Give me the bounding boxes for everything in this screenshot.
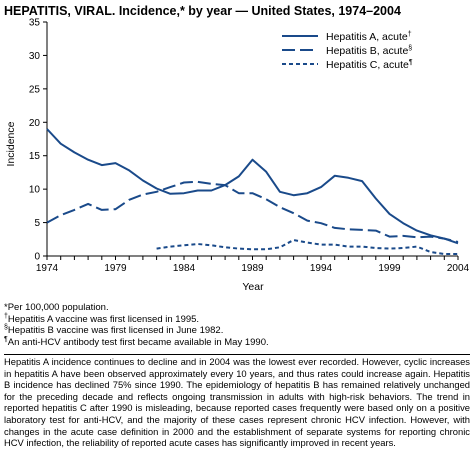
footnote-4: ¶An anti-HCV antibody test first became … [4, 335, 269, 349]
footnote-mark: § [4, 323, 8, 331]
y-tick-label: 25 [29, 84, 41, 95]
y-tick-label: 35 [29, 18, 41, 29]
x-tick-label: 1999 [378, 263, 401, 274]
series-line-1 [46, 128, 459, 245]
legend-mark-2: § [408, 45, 412, 52]
footnote-3: §Hepatitis B vaccine was first licensed … [4, 323, 269, 337]
legend-label-2: Hepatitis B, acute§ [326, 45, 412, 57]
y-tick-label: 15 [29, 151, 41, 162]
y-tick-label: 0 [34, 252, 40, 263]
x-tick-label: 2004 [447, 263, 470, 274]
footnotes: *Per 100,000 population. †Hepatitis A vac… [4, 302, 269, 348]
x-axis-ticks: 1974 1979 1984 1989 1994 1999 2004 [36, 256, 470, 274]
series-lines [46, 128, 459, 255]
x-tick-label: 1994 [310, 263, 333, 274]
footnote-text: Hepatitis B vaccine was first licensed i… [7, 325, 224, 336]
y-tick-label: 30 [29, 51, 41, 62]
x-tick-label: 1979 [104, 263, 127, 274]
y-tick-label: 5 [34, 218, 40, 229]
footnote-2: †Hepatitis A vaccine was first licensed … [4, 312, 269, 326]
y-tick-label: 20 [29, 118, 41, 129]
axes [46, 22, 458, 257]
y-axis-title: Incidence [5, 121, 17, 166]
legend-mark-1: † [408, 31, 412, 38]
footnote-mark: † [4, 312, 8, 320]
divider [4, 354, 470, 355]
legend-label-1: Hepatitis A, acute† [326, 31, 412, 43]
legend-mark-3: ¶ [409, 59, 413, 66]
line-chart: 0 5 10 15 20 25 30 35 1974 1979 1984 1989 1994 1999 2… [5, 18, 470, 294]
footnote-mark: ¶ [4, 335, 8, 343]
y-tick-label: 10 [29, 185, 41, 196]
legend-label-3: Hepatitis C, acute¶ [326, 59, 413, 71]
footnote-text: Hepatitis A vaccine was first licensed i… [7, 313, 200, 325]
x-axis-title: Year [242, 281, 264, 293]
legend: Hepatitis A, acute† Hepatitis B, acute§ He… [282, 31, 413, 71]
footnote-text: Per 100,000 population. [7, 302, 109, 313]
y-axis-ticks: 0 5 10 15 20 25 30 35 [29, 18, 47, 263]
footnote-mark: * [4, 302, 8, 313]
footnote-text: An anti-HCV antibody test first became a… [7, 336, 269, 348]
x-tick-label: 1989 [241, 263, 264, 274]
summary-paragraph: Hepatitis A incidence continues to decli… [4, 356, 470, 449]
footnote-1: *Per 100,000 population. [4, 302, 269, 314]
x-tick-label: 1974 [36, 263, 59, 274]
chart-title: HEPATITIS, VIRAL. Incidence,* by year — … [4, 4, 401, 18]
series-line-3 [156, 239, 458, 255]
series-line-2 [46, 180, 459, 243]
x-tick-label: 1984 [173, 263, 196, 274]
